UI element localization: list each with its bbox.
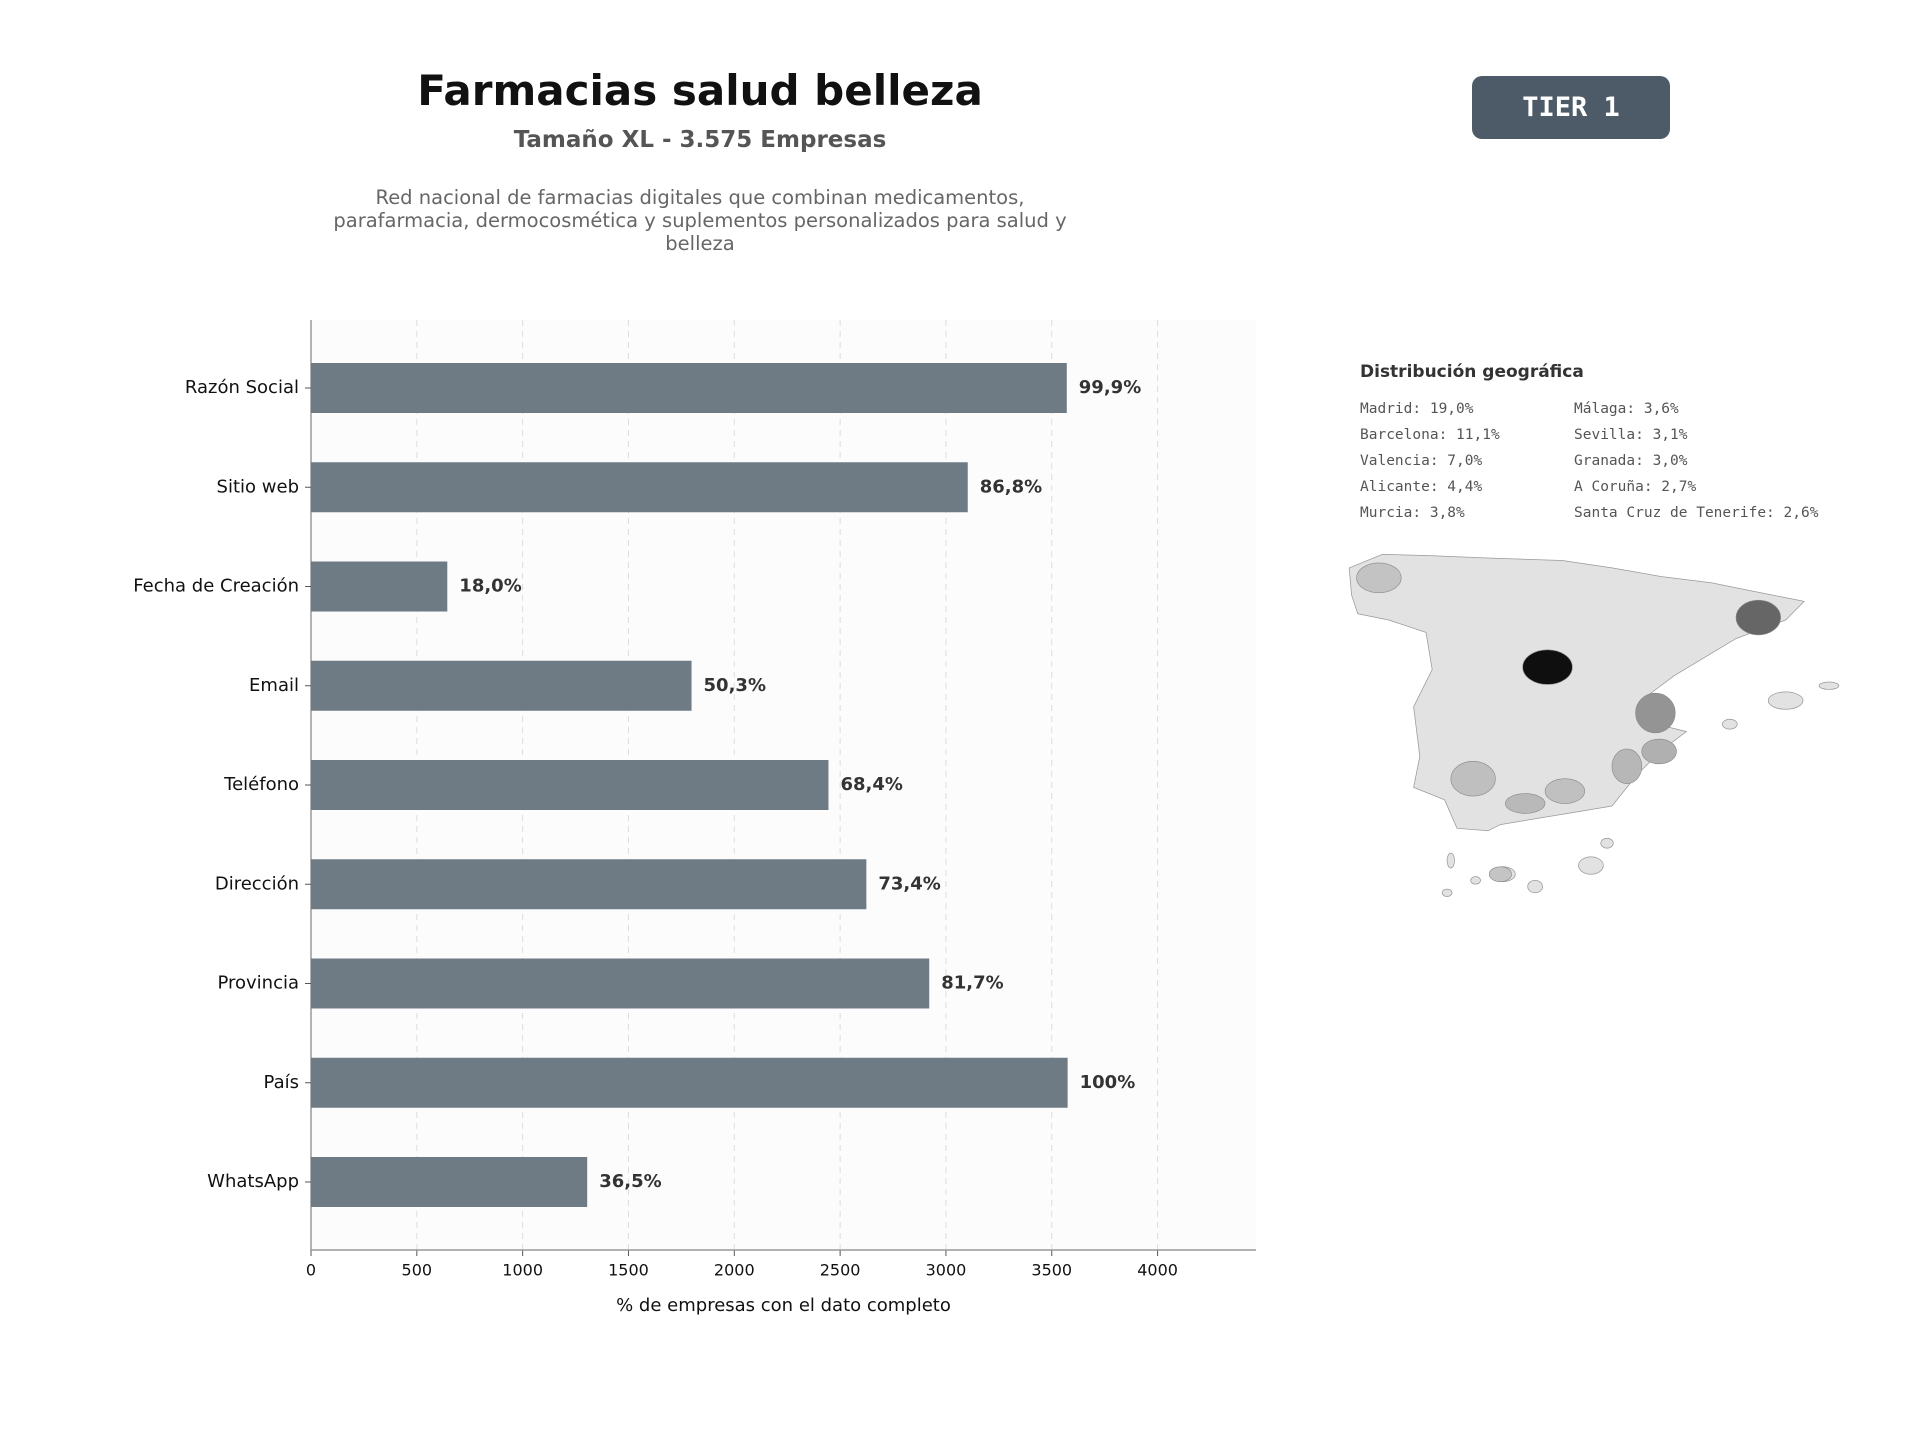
map-island [1721,718,1738,730]
map-region [1356,562,1402,594]
value-label: 68,4% [840,774,902,795]
map-island [1578,856,1604,875]
bar [311,859,867,910]
bar [311,660,692,711]
y-tick-label: WhatsApp [207,1171,299,1192]
x-axis-label: % de empresas con el dato completo [616,1295,951,1316]
y-tick-label: Dirección [215,873,299,894]
bar [311,958,930,1009]
subtitle: Tamaño XL - 3.575 Empresas [513,127,887,153]
value-label: 73,4% [878,873,940,894]
geo-entry: Valencia: 7,0% [1360,453,1482,469]
x-tick-label: 2500 [820,1261,861,1280]
y-tick-label: Fecha de Creación [133,576,299,597]
tier-badge: TIER 1 [1472,76,1670,139]
y-tick-label: Sitio web [217,476,299,497]
map-region [1735,599,1781,636]
value-label: 18,0% [459,576,521,597]
map-region [1611,748,1643,784]
x-tick-label: 0 [306,1261,316,1280]
map-island [1818,681,1840,690]
value-label: 50,3% [704,675,766,696]
map-island [1767,691,1804,710]
map-region [1505,793,1546,814]
y-tick-label: Teléfono [223,774,299,795]
x-tick-label: 3000 [926,1261,967,1280]
geo-entry: Barcelona: 11,1% [1360,427,1500,443]
x-tick-label: 1000 [502,1261,543,1280]
value-label: 99,9% [1079,377,1141,398]
bar [311,1057,1068,1108]
geo-title: Distribución geográfica [1360,362,1584,382]
x-tick-label: 500 [402,1261,433,1280]
value-label: 81,7% [941,973,1003,994]
x-tick-label: 1500 [608,1261,649,1280]
map-island [1527,880,1543,894]
map-region [1635,692,1676,734]
geo-entry: Málaga: 3,6% [1574,401,1679,417]
geo-entry: Sevilla: 3,1% [1574,427,1688,443]
geo-entry: Madrid: 19,0% [1360,401,1474,417]
map-region [1641,738,1677,765]
map-island [1441,888,1453,897]
geo-entry: Alicante: 4,4% [1360,479,1482,495]
geo-entry: Santa Cruz de Tenerife: 2,6% [1574,505,1819,521]
map-region [1544,778,1586,804]
bar [311,561,448,612]
map-region [1450,761,1496,797]
x-tick-label: 4000 [1137,1261,1178,1280]
map-region [1522,649,1573,685]
bar [311,462,968,513]
geo-entry: Granada: 3,0% [1574,453,1688,469]
geo-entry: A Coruña: 2,7% [1574,479,1696,495]
geo-entry: Murcia: 3,8% [1360,505,1465,521]
bar [311,760,829,810]
map-island [1446,852,1455,869]
value-label: 36,5% [599,1171,661,1192]
bar [311,1157,588,1207]
map-island [1470,876,1481,885]
y-tick-label: Email [249,675,299,696]
description: Red nacional de farmacias digitales que … [333,186,1067,255]
title: Farmacias salud belleza [417,66,983,115]
bar [311,363,1067,413]
x-tick-label: 3500 [1031,1261,1072,1280]
y-tick-label: Provincia [217,973,299,994]
y-tick-label: País [264,1072,299,1093]
value-label: 100% [1080,1072,1136,1093]
y-tick-label: Razón Social [185,377,299,398]
value-label: 86,8% [980,476,1042,497]
map-island [1600,837,1614,849]
map [1348,553,1840,897]
map-region [1488,866,1512,882]
x-tick-label: 2000 [714,1261,755,1280]
